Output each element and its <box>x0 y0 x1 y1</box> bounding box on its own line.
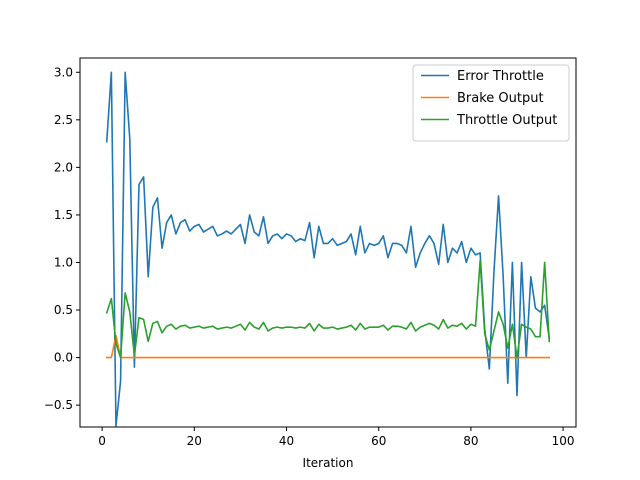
legend-label: Throttle Output <box>456 113 557 128</box>
y-tick-label: 0.5 <box>54 303 73 317</box>
series-layer <box>105 71 551 427</box>
legend-label: Error Throttle <box>457 69 544 84</box>
y-tick-label: 0.0 <box>54 351 73 365</box>
x-tick-label: 0 <box>98 434 106 448</box>
legend-label: Brake Output <box>457 91 544 106</box>
x-axis-label: Iteration <box>303 456 354 470</box>
y-axis-ticks: −0.5 0.0 0.5 1.0 1.5 2.0 2.5 3.0 <box>44 65 80 412</box>
x-tick-label: 60 <box>371 434 386 448</box>
x-tick-label: 100 <box>552 434 575 448</box>
y-tick-label: −0.5 <box>44 398 73 412</box>
legend-box <box>412 64 570 142</box>
x-tick-label: 20 <box>187 434 202 448</box>
x-tick-label: 80 <box>463 434 478 448</box>
x-axis-ticks: 0 20 40 60 80 100 <box>98 427 575 448</box>
series-line-error-throttle <box>105 71 551 427</box>
axes-frame <box>79 57 577 428</box>
y-tick-label: 1.5 <box>54 208 73 222</box>
series-line-brake-output <box>105 334 551 359</box>
series-line-throttle-output <box>105 259 551 359</box>
y-tick-label: 2.0 <box>54 160 73 174</box>
x-tick-label: 40 <box>279 434 294 448</box>
y-tick-label: 1.0 <box>54 255 73 269</box>
y-tick-label: 2.5 <box>54 113 73 127</box>
legend: Error Throttle Brake Output Throttle Outpu… <box>412 64 570 142</box>
y-tick-label: 3.0 <box>54 65 73 79</box>
